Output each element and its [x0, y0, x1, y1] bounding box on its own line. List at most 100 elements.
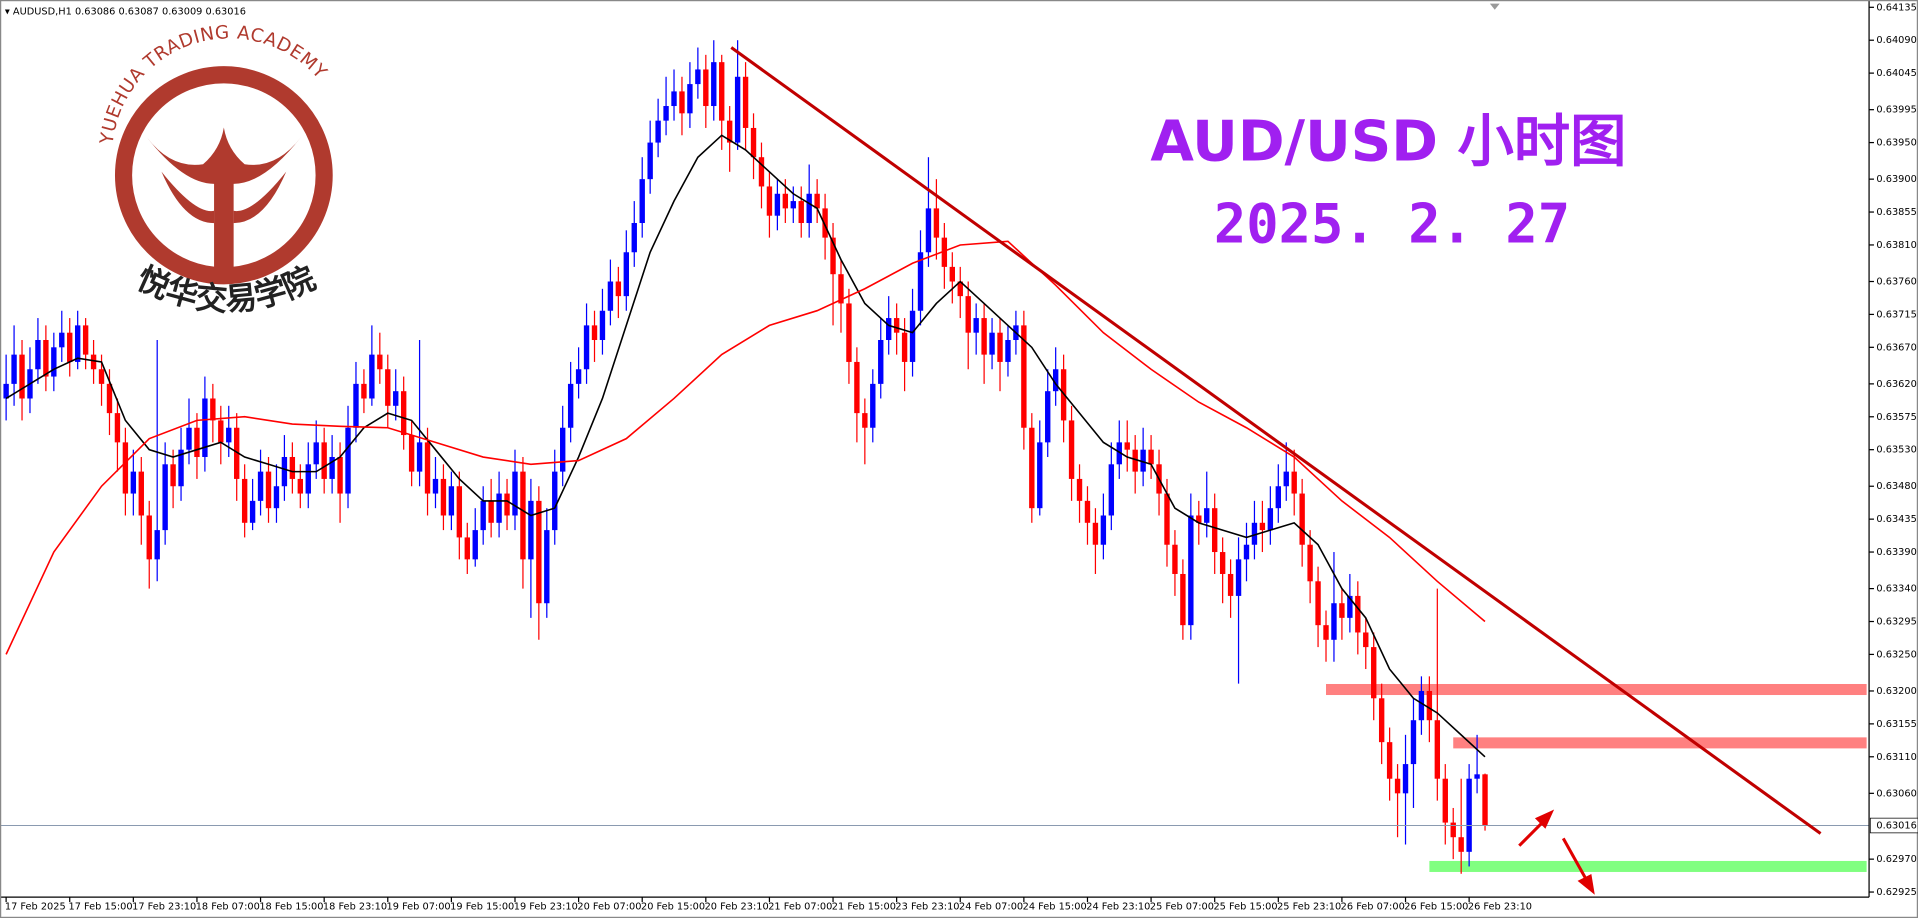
candle-body	[886, 318, 892, 341]
candle-body	[90, 354, 97, 370]
y-tick-label: 0.63810	[1876, 240, 1916, 251]
candle-body	[544, 530, 550, 604]
scroll-marker	[1489, 3, 1500, 10]
candle-body	[639, 179, 645, 224]
candle-body	[703, 69, 709, 107]
candle-body	[1315, 581, 1321, 626]
price-zone	[1429, 860, 1867, 872]
candle-body	[408, 435, 415, 472]
candle-body	[949, 266, 955, 282]
open: 0.63086	[75, 7, 115, 18]
candle-body	[1235, 559, 1242, 596]
x-tick-label: 18 Feb 07:00	[196, 901, 260, 912]
subtitle: 2025. 2. 27	[1214, 193, 1570, 256]
candle-body	[1482, 774, 1488, 826]
x-tick-label: 18 Feb 15:00	[259, 901, 323, 912]
candle-body	[1275, 486, 1281, 509]
candle-body	[1212, 508, 1218, 553]
candle-body	[1029, 427, 1035, 509]
candle-body	[321, 442, 327, 479]
x-tick-label: 17 Feb 2025	[5, 901, 66, 912]
candle-body	[257, 471, 264, 501]
candle-body	[734, 76, 741, 143]
candle-body	[719, 62, 725, 121]
candle-body	[1196, 515, 1202, 523]
y-tick-label: 0.63760	[1876, 277, 1916, 288]
candle-body	[575, 369, 582, 384]
candle-body	[965, 296, 971, 333]
y-tick-label: 0.63670	[1876, 342, 1916, 353]
candle-body	[480, 500, 486, 531]
candle-body	[750, 127, 757, 158]
candle-body	[1052, 369, 1059, 392]
candle-body	[1021, 325, 1027, 428]
candle-body	[1386, 742, 1393, 779]
candle-body	[687, 84, 693, 114]
candle-body	[1402, 764, 1409, 794]
candle-body	[806, 193, 812, 224]
candle-body	[265, 471, 272, 509]
candle-body	[194, 427, 200, 457]
candle-body	[210, 398, 216, 421]
candle-body	[822, 208, 828, 238]
candle-body	[933, 208, 940, 238]
candle-body	[1188, 515, 1194, 626]
candle-body	[448, 486, 455, 516]
x-tick-label: 24 Feb 07:00	[959, 901, 1023, 912]
candle-body	[917, 252, 924, 311]
candle-body	[456, 486, 463, 538]
y-tick-label: 0.63435	[1876, 514, 1916, 525]
x-tick-label: 21 Feb 15:00	[832, 901, 896, 912]
x-tick-label: 25 Feb 23:10	[1277, 901, 1341, 912]
candle-body	[11, 354, 17, 384]
candle-body	[35, 340, 41, 370]
candle-body	[1227, 573, 1234, 596]
candle-body	[202, 398, 208, 457]
candle-body	[909, 310, 916, 362]
candle-body	[504, 493, 510, 516]
candle-body	[1076, 478, 1083, 501]
candle-body	[1037, 442, 1043, 509]
x-tick-label: 25 Feb 07:00	[1150, 901, 1214, 912]
y-tick-label: 0.63480	[1876, 481, 1916, 492]
candle-body	[1084, 500, 1091, 523]
candle-body	[679, 91, 685, 114]
y-tick-label: 0.63390	[1876, 547, 1916, 558]
candle-body	[1172, 544, 1178, 574]
candle-body	[1092, 522, 1099, 545]
candle-body	[353, 383, 359, 428]
candle-body	[766, 186, 773, 216]
candle-body	[623, 252, 630, 297]
arrow-up	[1518, 820, 1545, 847]
candle-body	[1100, 515, 1107, 545]
candle-body	[98, 369, 105, 384]
candle-body	[655, 120, 661, 143]
candle-body	[997, 332, 1003, 362]
candle-body	[520, 471, 526, 560]
candle-body	[273, 486, 280, 509]
moving-average	[5, 134, 1486, 758]
candle-body	[1291, 471, 1297, 494]
candle-body	[1394, 778, 1401, 794]
symbol: ▾	[5, 7, 13, 18]
candle-body	[838, 274, 844, 304]
candle-body	[122, 442, 129, 494]
candle-body	[385, 369, 391, 406]
x-tick-label: 19 Feb 23:10	[514, 901, 578, 912]
candle-body	[1410, 720, 1417, 765]
candle-body	[1132, 449, 1138, 472]
candle-body	[82, 325, 89, 355]
candle-body	[1267, 508, 1274, 531]
candle-body	[1426, 690, 1433, 721]
y-tick-label: 0.63110	[1876, 752, 1916, 763]
candle-body	[472, 530, 478, 560]
candle-body	[43, 340, 49, 377]
candle-body	[488, 500, 494, 523]
x-tick-label: 24 Feb 23:10	[1086, 901, 1150, 912]
candle-body	[162, 464, 168, 531]
arrow-up-head	[1534, 809, 1555, 829]
candle-body	[1251, 522, 1258, 545]
candle-body	[1450, 822, 1456, 838]
